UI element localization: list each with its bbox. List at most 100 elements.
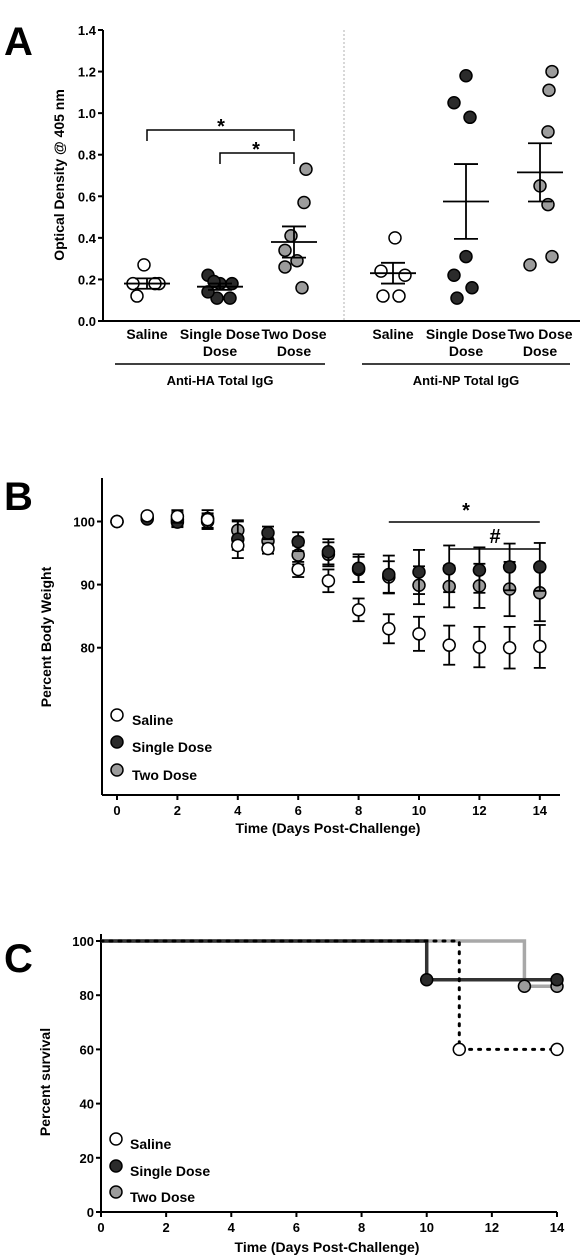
panel-c-x-tick-label: 12 — [485, 1220, 499, 1235]
panel-c-legend-label: Saline — [130, 1136, 171, 1152]
panel-c-x-axis-title: Time (Days Post-Challenge) — [235, 1239, 420, 1255]
panel-a-category-label: Single Dose — [426, 326, 506, 342]
panel-b-data-point — [261, 541, 275, 556]
panel-a-y-tick-label: 1.4 — [78, 23, 97, 38]
panel-b-data-point — [472, 640, 487, 654]
panel-c-x-tick-label: 8 — [358, 1220, 365, 1235]
panel-a-category-label: Single Dose — [180, 326, 260, 342]
panel-a-category-label: Saline — [372, 326, 413, 342]
panel-a-category-label: Dose — [203, 343, 237, 359]
panel-b-data-point — [321, 545, 336, 559]
panel-b-y-tick-label: 100 — [73, 515, 95, 530]
panel-a-data-point — [223, 291, 237, 305]
panel-c-chart: Percent survival Time (Days Post-Challen… — [37, 934, 565, 1255]
panel-a-y-tick-label: 0.0 — [78, 314, 96, 329]
panel-b-x-tick-label: 8 — [355, 803, 362, 818]
panel-b-data-point — [261, 526, 275, 540]
panel-b-data-point — [412, 627, 426, 641]
panel-b-y-tick-label: 80 — [81, 641, 95, 656]
panel-a-data-point — [465, 280, 479, 295]
panel-a-data-point — [388, 231, 402, 245]
panel-a-category-label: Saline — [126, 326, 167, 342]
panel-c-legend-label: Single Dose — [130, 1163, 210, 1179]
panel-b-data-point — [533, 560, 547, 574]
panel-c-legend-marker — [109, 1132, 123, 1146]
panel-c-x-tick-label: 14 — [550, 1220, 565, 1235]
panel-b-legend-marker — [110, 763, 124, 777]
panel-a-data-point — [523, 258, 537, 272]
panel-a-data-point — [545, 64, 559, 79]
panel-c-legend-label: Two Dose — [130, 1189, 195, 1205]
panel-b-x-tick-label: 2 — [174, 803, 181, 818]
panel-a-group-label: Anti-NP Total IgG — [413, 373, 519, 388]
panel-a-sig-star: * — [252, 139, 260, 161]
panel-a-data-point — [450, 291, 464, 305]
panel-a-y-tick-label: 1.0 — [78, 106, 96, 121]
panel-a-data-point — [447, 268, 461, 283]
panel-c-y-tick-label: 100 — [72, 934, 94, 949]
panel-b-data-point — [140, 509, 154, 523]
panel-b-data-point — [442, 562, 456, 576]
panel-b-data-point — [502, 560, 517, 574]
panel-b-data-point — [382, 622, 396, 636]
panel-a-data-point — [398, 268, 412, 283]
panel-c-survival-line — [101, 939, 557, 982]
panel-a-data-point — [459, 249, 473, 264]
panel-c-survival-line — [99, 939, 559, 1051]
panel-a-data-point — [299, 162, 313, 177]
panel-b-x-tick-label: 0 — [113, 803, 120, 818]
panel-b-chart: Percent Body Weight Time (Days Post-Chal… — [38, 478, 560, 836]
panel-a-data-point — [463, 110, 477, 125]
panel-c-x-tick-label: 2 — [163, 1220, 170, 1235]
panel-a-category-label: Two Dose — [261, 326, 326, 342]
panel-b-x-tick-label: 4 — [234, 803, 242, 818]
panel-c-y-tick-label: 0 — [87, 1205, 94, 1220]
panel-a-data-point — [201, 285, 215, 299]
panel-b-data-point — [170, 509, 185, 524]
panel-b-data-point — [110, 514, 124, 529]
panel-b-legend-label: Single Dose — [132, 739, 212, 755]
panel-b-data-point — [502, 640, 517, 655]
panel-c-data-point — [550, 1042, 564, 1057]
panel-b-data-point — [472, 563, 487, 577]
panel-b-data-point — [351, 603, 366, 617]
panel-a-data-point — [278, 243, 292, 258]
panel-a-data-point — [278, 260, 292, 274]
panel-c-y-tick-label: 60 — [80, 1042, 94, 1057]
panel-c-y-tick-label: 80 — [80, 988, 94, 1003]
panel-a-sig-bracket — [146, 129, 295, 141]
panel-c-legend-marker — [109, 1159, 123, 1173]
panel-b-data-point — [200, 512, 215, 527]
panel-a-y-axis-title: Optical Density @ 405 nm — [51, 89, 67, 261]
panel-a-y-tick-label: 0.6 — [78, 189, 96, 204]
panel-a-y-tick-label: 0.4 — [78, 231, 97, 246]
panel-c-y-axis-title: Percent survival — [37, 1028, 53, 1136]
panel-b-x-axis-title: Time (Days Post-Challenge) — [236, 820, 421, 836]
panel-a-category-label: Dose — [523, 343, 557, 359]
panel-a-data-point — [541, 197, 555, 212]
panel-b-x-tick-label: 10 — [412, 803, 426, 818]
panel-c-legend-marker — [109, 1185, 123, 1199]
panel-a-category-label: Two Dose — [507, 326, 572, 342]
panel-b-data-point — [412, 565, 426, 579]
panel-b-sig-hash: # — [489, 526, 500, 548]
panel-a-y-tick-label: 0.2 — [78, 272, 96, 287]
panel-a-data-point — [376, 289, 390, 303]
panel-b-sig-star: * — [462, 500, 470, 522]
panel-b-data-point — [533, 639, 547, 654]
panel-a-data-point — [137, 258, 151, 272]
panel-a-data-point — [542, 83, 556, 98]
panel-b-x-tick-label: 14 — [533, 803, 548, 818]
panel-b-legend-marker — [110, 735, 124, 749]
panel-c-y-tick-label: 40 — [80, 1097, 94, 1112]
panel-c-data-point — [517, 979, 532, 994]
panel-c-letter: C — [4, 937, 33, 981]
panel-c-x-tick-label: 0 — [97, 1220, 104, 1235]
panel-a-data-point — [545, 249, 559, 264]
panel-b-data-point — [442, 638, 456, 652]
panel-c-x-tick-label: 4 — [228, 1220, 236, 1235]
panel-c-y-tick-label: 20 — [80, 1151, 94, 1166]
panel-a-data-point — [290, 253, 304, 268]
panel-a-group-label: Anti-HA Total IgG — [167, 373, 274, 388]
